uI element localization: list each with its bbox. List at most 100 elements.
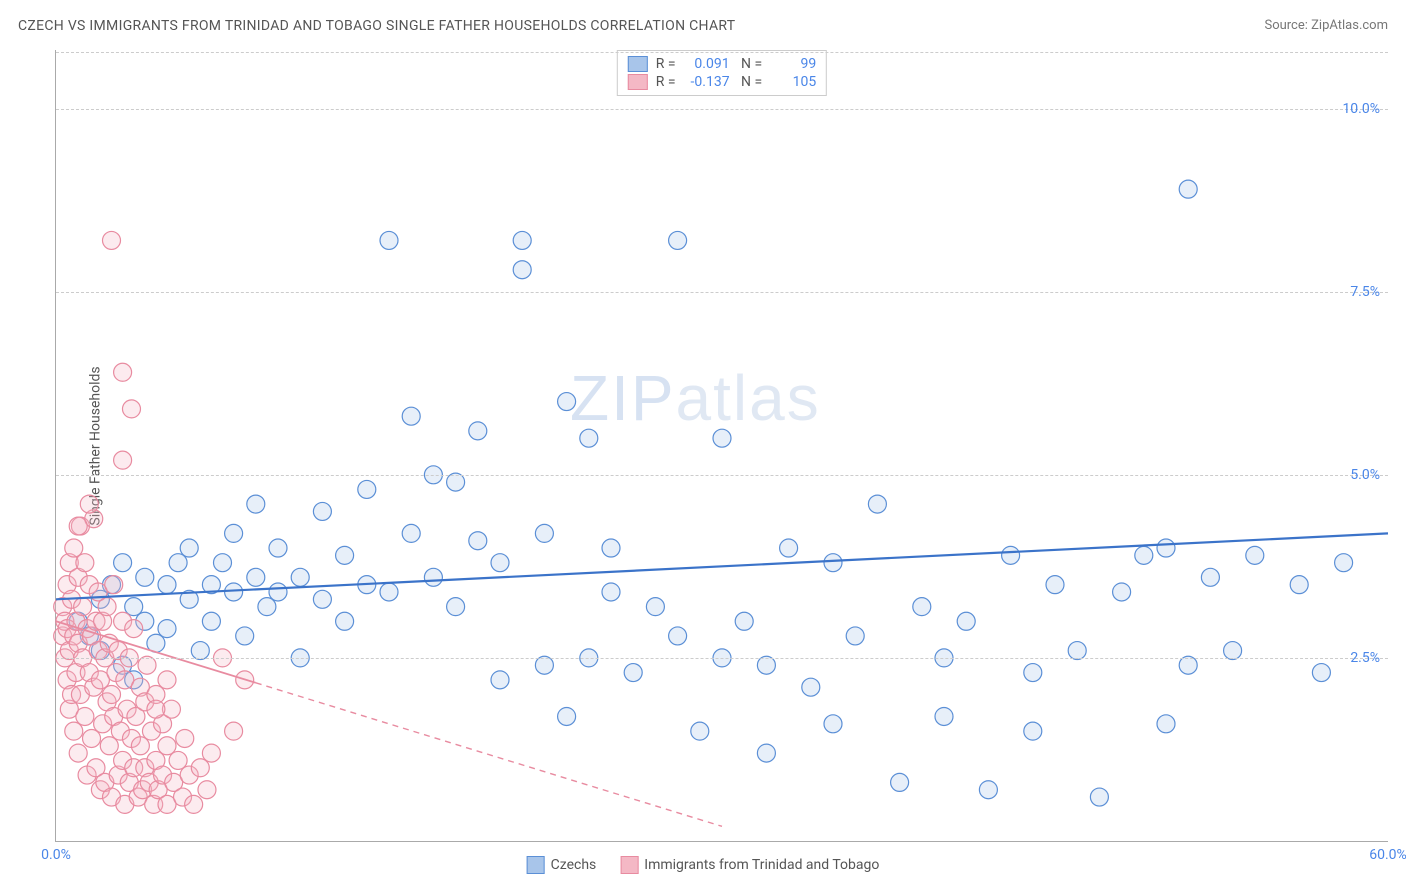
data-point [447,473,465,491]
data-point [131,737,149,755]
data-point [313,502,331,520]
data-point [105,576,123,594]
data-point [691,722,709,740]
data-point [136,568,154,586]
gridline [56,292,1388,293]
data-point [1135,546,1153,564]
data-point [176,729,194,747]
data-point [158,576,176,594]
data-point [1179,656,1197,674]
data-point [65,539,83,557]
data-point [1157,715,1175,733]
data-point [80,495,98,513]
data-point [169,751,187,769]
data-point [669,231,687,249]
data-point [1201,568,1219,586]
data-point [76,554,94,572]
y-tick-label: 10.0% [1342,101,1380,117]
data-point [380,231,398,249]
legend-label: Immigrants from Trinidad and Tobago [644,857,879,873]
data-point [247,495,265,513]
data-point [646,598,664,616]
data-point [491,671,509,689]
y-tick-label: 2.5% [1350,650,1380,666]
data-point [291,568,309,586]
data-point [868,495,886,513]
data-point [114,554,132,572]
data-point [891,773,909,791]
data-point [74,598,92,616]
data-point [158,671,176,689]
data-point [69,517,87,535]
data-point [558,393,576,411]
data-point [513,261,531,279]
gridline [56,52,1388,53]
data-point [158,737,176,755]
data-point [1068,642,1086,660]
data-point [402,407,420,425]
series-legend: Czechs Immigrants from Trinidad and Tobag… [527,856,880,874]
data-point [202,744,220,762]
data-point [824,554,842,572]
y-tick-label: 7.5% [1350,284,1380,300]
data-point [380,583,398,601]
data-point [447,598,465,616]
data-point [624,664,642,682]
data-point [469,532,487,550]
gridline [56,475,1388,476]
data-point [913,598,931,616]
data-point [1024,664,1042,682]
data-point [198,781,216,799]
data-point [846,627,864,645]
data-point [98,598,116,616]
data-point [735,612,753,630]
data-point [125,598,143,616]
data-point [1312,664,1330,682]
data-point [214,554,232,572]
legend-label: Czechs [551,857,597,873]
gridline [56,109,1388,110]
data-point [100,737,118,755]
data-point [76,707,94,725]
data-point [236,627,254,645]
data-point [83,729,101,747]
data-point [138,656,156,674]
data-point [358,480,376,498]
data-point [336,546,354,564]
data-point [757,744,775,762]
data-point [469,422,487,440]
data-point [225,722,243,740]
data-point [191,759,209,777]
gridline [56,658,1388,659]
data-point [185,795,203,813]
data-point [103,231,121,249]
data-point [191,642,209,660]
x-tick-label: 0.0% [41,847,71,863]
data-point [669,627,687,645]
swatch-icon [527,856,545,874]
data-point [202,612,220,630]
plot-area: ZIPatlas R = 0.091 N = 99 R = -0.137 N =… [55,50,1388,842]
data-point [491,554,509,572]
data-point [1113,583,1131,601]
data-point [935,707,953,725]
data-point [780,539,798,557]
data-point [513,231,531,249]
data-point [114,363,132,381]
x-tick-label: 60.0% [1369,847,1406,863]
data-point [602,539,620,557]
data-point [269,539,287,557]
trend-line-extrapolated [256,683,722,827]
chart-svg [56,50,1388,841]
data-point [424,568,442,586]
data-point [225,524,243,542]
data-point [1024,722,1042,740]
data-point [1290,576,1308,594]
data-point [65,722,83,740]
data-point [1046,576,1064,594]
data-point [147,700,165,718]
data-point [313,590,331,608]
data-point [1002,546,1020,564]
data-point [125,620,143,638]
data-point [535,656,553,674]
